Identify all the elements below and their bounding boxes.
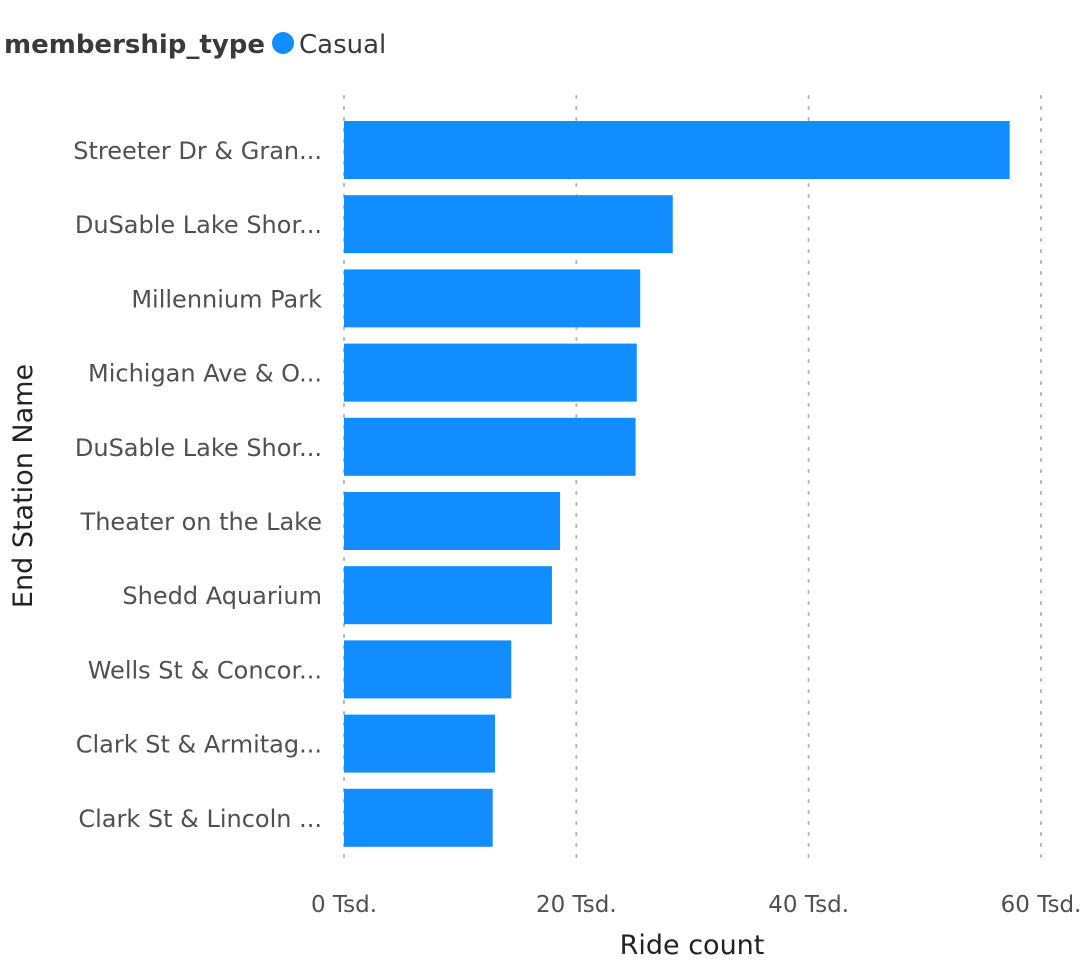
legend-label-casual[interactable]: Casual: [299, 30, 386, 60]
bar[interactable]: [344, 788, 493, 847]
bar[interactable]: [344, 195, 673, 254]
legend-marker-casual: [272, 32, 294, 54]
bar[interactable]: [344, 269, 641, 328]
bars: [344, 121, 1010, 847]
legend-title: membership_type: [4, 30, 265, 60]
category-label: Michigan Ave & O...: [88, 360, 322, 388]
category-label: Wells St & Concor...: [88, 656, 322, 684]
y-axis-title: End Station Name: [8, 364, 39, 608]
gridlines: [343, 95, 1042, 867]
x-tick-label: 40 Tsd.: [768, 892, 849, 918]
category-label: DuSable Lake Shor...: [75, 434, 322, 462]
category-label: Shedd Aquarium: [122, 582, 322, 610]
bar[interactable]: [344, 121, 1010, 179]
x-tick-label: 20 Tsd.: [536, 892, 617, 918]
category-label: Theater on the Lake: [80, 508, 322, 536]
category-label: Clark St & Lincoln ...: [78, 805, 322, 833]
bar[interactable]: [344, 714, 496, 773]
category-label: Millennium Park: [131, 285, 322, 313]
category-label: Clark St & Armitag...: [76, 731, 322, 759]
category-labels: Streeter Dr & Gran... DuSable Lake Shor..…: [73, 137, 322, 833]
bar[interactable]: [344, 417, 636, 476]
bar[interactable]: [344, 566, 552, 625]
bar[interactable]: [344, 492, 561, 550]
bar[interactable]: [344, 343, 637, 402]
x-tick-label: 60 Tsd.: [1001, 892, 1082, 918]
x-axis-title: Ride count: [620, 930, 765, 961]
category-label: DuSable Lake Shor...: [75, 211, 322, 239]
x-tick-label: 0 Tsd.: [311, 892, 377, 918]
x-tick-labels: 0 Tsd. 20 Tsd. 40 Tsd. 60 Tsd.: [311, 892, 1081, 918]
category-label: Streeter Dr & Gran...: [73, 137, 322, 165]
legend: membership_type Casual: [4, 30, 386, 60]
bar[interactable]: [344, 640, 512, 699]
